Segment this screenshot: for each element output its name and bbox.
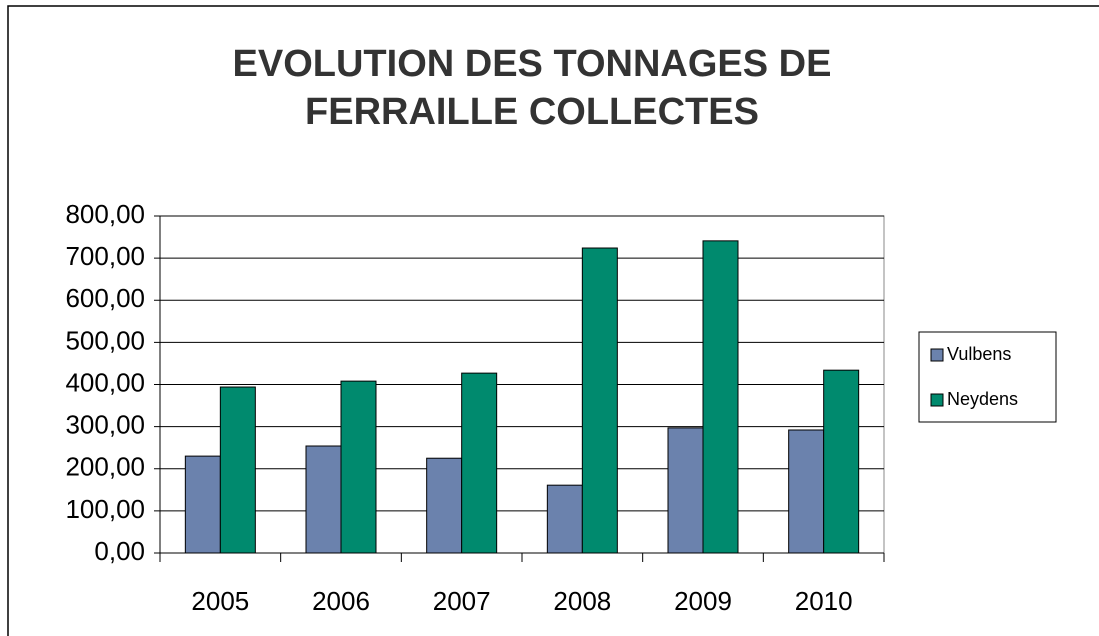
bar (340, 380, 377, 554)
x-tick-label: 2006 (312, 586, 370, 616)
y-tick-label: 100,00 (65, 494, 145, 524)
legend-box (918, 331, 1057, 423)
y-tick-label: 800,00 (65, 199, 145, 229)
bar (581, 247, 618, 554)
x-tick-label: 2005 (191, 586, 249, 616)
y-tick-label: 600,00 (65, 283, 145, 313)
bar (788, 429, 825, 554)
legend-swatch (930, 393, 944, 407)
y-tick-label: 0,00 (94, 536, 145, 566)
y-tick-label: 400,00 (65, 367, 145, 397)
y-tick-label: 200,00 (65, 452, 145, 482)
bar (184, 455, 221, 554)
x-tick-label: 2010 (795, 586, 853, 616)
legend-label: Vulbens (947, 344, 1011, 364)
bar (546, 484, 583, 554)
x-tick-label: 2009 (674, 586, 732, 616)
x-tick-label: 2007 (433, 586, 491, 616)
bar (461, 372, 498, 554)
bar (305, 445, 342, 554)
bar (702, 240, 739, 554)
y-tick-label: 700,00 (65, 241, 145, 271)
bar (426, 457, 463, 554)
y-tick-label: 300,00 (65, 410, 145, 440)
legend-swatch (930, 348, 944, 362)
bar (823, 369, 860, 554)
bar (667, 427, 704, 554)
bar (219, 386, 256, 554)
y-tick-label: 500,00 (65, 325, 145, 355)
x-tick-label: 2008 (553, 586, 611, 616)
chart-title: EVOLUTION DES TONNAGES DE FERRAILLE COLL… (232, 43, 832, 133)
legend-label: Neydens (947, 389, 1018, 409)
